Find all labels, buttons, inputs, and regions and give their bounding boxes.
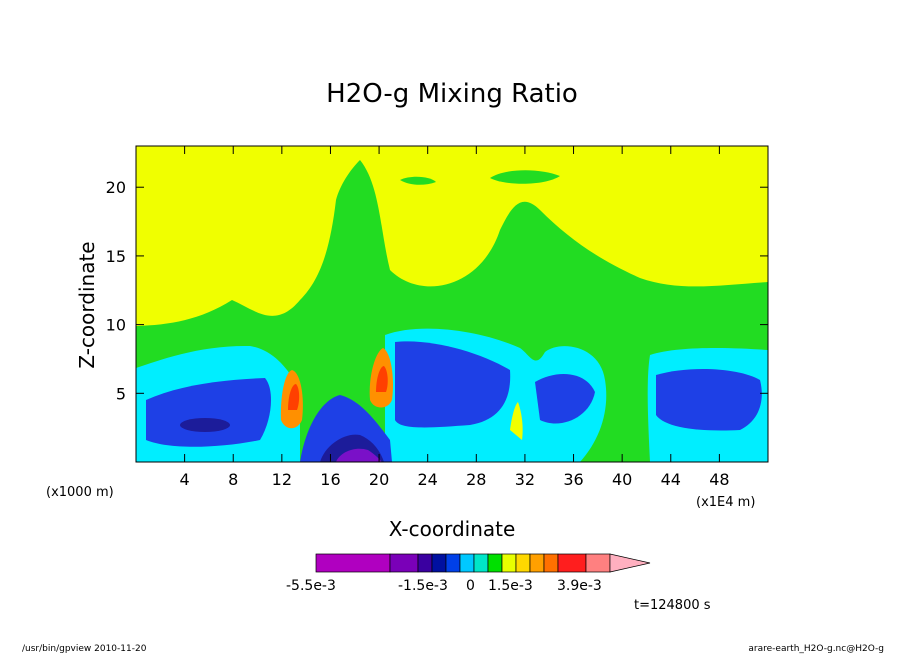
field-navy-spot — [180, 418, 230, 432]
field-purple-bottom — [336, 448, 382, 462]
x-tick-label: 8 — [228, 470, 238, 489]
field-green-patch-top — [490, 170, 560, 184]
field-yellow-plume — [510, 402, 523, 440]
x-tick-label: 48 — [709, 470, 729, 489]
x-tick-label: 24 — [418, 470, 438, 489]
time-label: t=124800 s — [634, 598, 711, 613]
y-tick-label: 15 — [106, 247, 126, 266]
colorbar-swatch — [459, 553, 475, 573]
x-tick-label: 40 — [612, 470, 632, 489]
x-tick-label: 36 — [563, 470, 583, 489]
field-red-core-left — [288, 384, 300, 410]
x-tick-label: 28 — [466, 470, 486, 489]
x-unit-right: (x1E4 m) — [696, 495, 755, 510]
x-axis: 4 8 12 16 20 24 28 32 36 40 44 48 — [180, 146, 730, 489]
colorbar-swatch — [487, 553, 503, 573]
colorbar-swatch — [501, 553, 517, 573]
x-tick-label: 12 — [272, 470, 292, 489]
colorbar-swatch — [389, 553, 419, 573]
footer-left: /usr/bin/gpview 2010-11-20 — [22, 644, 147, 654]
colorbar-label: -1.5e-3 — [398, 578, 448, 594]
field-blue-right — [656, 368, 762, 431]
y-axis: 5 10 15 20 — [106, 178, 768, 403]
field-red-core-right — [376, 366, 388, 392]
x-tick-label: 4 — [180, 470, 190, 489]
colorbar-label: -5.5e-3 — [286, 578, 336, 594]
colorbar-label: 3.9e-3 — [557, 578, 602, 594]
x-axis-label: X-coordinate — [389, 517, 516, 541]
field-blue-left — [146, 378, 272, 447]
field-blue-east — [535, 373, 595, 424]
x-unit-left: (x1000 m) — [46, 485, 114, 500]
colorbar-swatch — [417, 553, 433, 573]
contour-field — [135, 145, 769, 463]
colorbar-swatch — [529, 553, 545, 573]
x-tick-label: 20 — [369, 470, 389, 489]
x-tick-label: 32 — [515, 470, 535, 489]
chart-title: H2O-g Mixing Ratio — [326, 79, 578, 109]
y-axis-label: Z-coordinate — [75, 241, 99, 368]
field-green-patch-small — [400, 176, 436, 185]
y-tick-label: 5 — [116, 384, 126, 403]
colorbar-swatch — [473, 553, 489, 573]
colorbar-swatch — [557, 553, 587, 573]
plot-frame — [135, 145, 769, 463]
x-tick-label: 44 — [661, 470, 681, 489]
colorbar-swatch — [445, 553, 461, 573]
footer-right: arare-earth_H2O-g.nc@H2O-g — [748, 644, 884, 654]
colorbar: -5.5e-3 -1.5e-3 0 1.5e-3 3.9e-3 — [286, 553, 651, 594]
colorbar-swatch — [315, 553, 391, 573]
field-blue-center — [395, 341, 511, 428]
colorbar-swatch — [585, 553, 611, 573]
y-tick-label: 10 — [106, 316, 126, 335]
y-tick-label: 20 — [106, 178, 126, 197]
colorbar-arrow — [609, 553, 651, 573]
colorbar-swatch — [431, 553, 447, 573]
x-tick-label: 16 — [320, 470, 340, 489]
colorbar-label: 0 — [466, 578, 475, 594]
colorbar-label: 1.5e-3 — [488, 578, 533, 594]
colorbar-swatch — [515, 553, 531, 573]
colorbar-swatch — [543, 553, 559, 573]
